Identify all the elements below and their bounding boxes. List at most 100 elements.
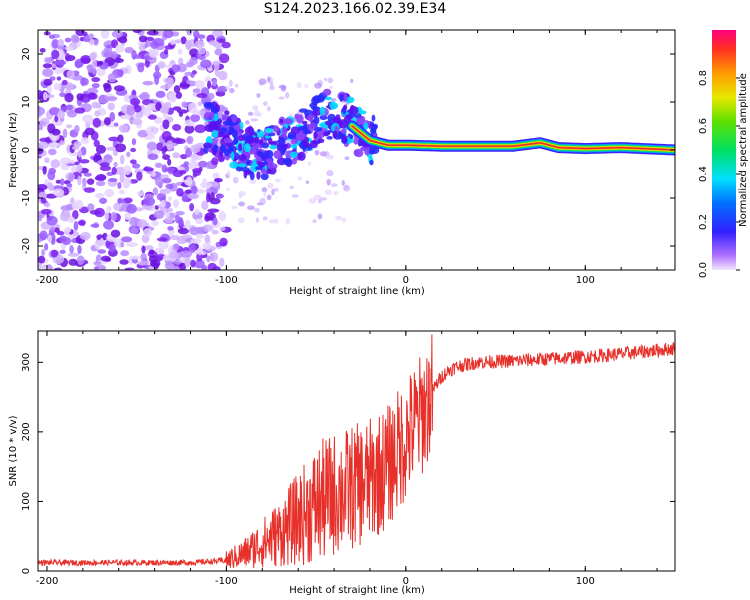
spectrogram-ridge-blob xyxy=(326,135,333,140)
spectrogram-ridge-blob xyxy=(267,132,276,137)
spectrogram-noise-blob xyxy=(38,191,47,199)
spectrogram-noise-blob xyxy=(140,252,147,262)
colorbar-tick-label: 0.8 xyxy=(698,70,709,86)
spectrogram-noise-blob xyxy=(46,215,58,226)
spectrogram-ridge-blob xyxy=(244,143,251,153)
spectrogram-noise-blob xyxy=(91,82,100,89)
spectrogram-noise-blob xyxy=(103,84,112,93)
spectrogram-noise-blob xyxy=(159,188,172,195)
spectrogram-ridge-blob xyxy=(325,120,331,126)
spectrogram-noise-blob xyxy=(178,262,187,270)
spectrogram-noise-blob xyxy=(156,237,168,242)
spectrogram-noise-blob xyxy=(59,249,66,254)
spectrogram-noise-blob xyxy=(57,45,66,51)
spectrogram-noise-blob xyxy=(195,218,204,225)
spectrogram-noise-blob xyxy=(89,38,95,46)
spectrogram-noise-blob xyxy=(82,177,87,187)
spectrogram-noise-blob xyxy=(119,114,131,120)
spectrogram-noise-blob xyxy=(262,216,268,221)
spectrogram-ridge-blob xyxy=(244,126,255,136)
spectrogram-ridge-blob xyxy=(345,96,355,104)
spectrogram-ridge-blob xyxy=(264,127,274,134)
spectrogram-ytick-label: 10 xyxy=(21,96,32,109)
spectrogram-noise-blob xyxy=(47,123,56,134)
spectrogram-noise-blob xyxy=(164,217,174,224)
spectrogram-noise-blob xyxy=(84,127,95,136)
spectrogram-noise-blob xyxy=(133,54,143,59)
spectrogram-noise-blob xyxy=(131,227,139,234)
spectrogram-noise-blob xyxy=(118,124,129,133)
spectrogram-noise-blob xyxy=(143,107,152,117)
spectrogram-noise-blob xyxy=(65,82,74,91)
spectrogram-noise-blob xyxy=(145,125,158,136)
spectrogram-noise-blob xyxy=(104,212,110,221)
spectrogram-noise-blob xyxy=(204,212,216,221)
spectrogram-ridge-blob xyxy=(231,114,237,124)
spectrogram-noise-blob xyxy=(137,190,144,197)
colorbar-tick-label: 0.4 xyxy=(698,166,709,182)
spectrogram-noise-blob xyxy=(66,109,78,118)
spectrogram-ridge-blob xyxy=(265,168,272,174)
spectrogram-ridge-blob xyxy=(295,132,305,141)
snr-frame xyxy=(37,330,676,572)
spectrogram-noise-blob xyxy=(138,35,148,43)
spectrogram-noise-blob xyxy=(68,216,75,224)
spectrogram-noise-blob xyxy=(44,157,50,164)
spectrogram-noise-blob xyxy=(350,78,354,84)
spectrogram-noise-blob xyxy=(93,39,99,46)
spectrogram-ylabel: Frequency (Hz) xyxy=(8,112,19,188)
spectrogram-noise-blob xyxy=(126,151,131,158)
spectrogram-ridge-blob xyxy=(256,161,266,168)
spectrogram-noise-blob xyxy=(68,172,74,183)
spectrogram-noise-blob xyxy=(172,169,184,178)
spectrogram-noise-blob xyxy=(103,117,112,126)
spectrogram-noise-blob xyxy=(50,249,59,258)
spectrogram-noise-blob xyxy=(343,185,349,190)
snr-ytick-label: 100 xyxy=(21,492,32,511)
spectrogram-ridge-blob xyxy=(271,163,278,169)
spectrogram-noise-blob xyxy=(113,122,119,127)
spectrogram-noise-blob xyxy=(138,93,148,99)
spectrogram-noise-blob xyxy=(114,143,127,153)
spectrogram-noise-blob xyxy=(64,92,74,103)
spectrogram-noise-blob xyxy=(157,61,166,69)
spectrogram-noise-blob xyxy=(113,161,118,167)
spectrogram-ridge-blob xyxy=(369,159,374,166)
spectrogram-noise-blob xyxy=(53,83,62,91)
spectrogram-noise-blob xyxy=(327,77,334,84)
spectrogram-ridge-blob xyxy=(238,143,243,152)
spectrogram-noise-blob xyxy=(38,261,42,270)
spectrogram-noise-blob xyxy=(98,60,104,66)
spectrogram-ytick-label: 0 xyxy=(21,147,32,153)
spectrogram-noise-blob xyxy=(99,162,110,168)
spectrogram-noise-blob xyxy=(178,217,184,227)
spectrogram-noise-blob xyxy=(142,167,155,172)
spectrogram-noise-blob xyxy=(143,228,152,237)
spectrogram-noise-blob xyxy=(44,243,49,251)
spectrogram-ridge-blob xyxy=(302,123,308,133)
spectrogram-noise-blob xyxy=(211,30,224,37)
spectrogram-ridge-blob xyxy=(230,151,235,161)
spectrogram-noise-blob xyxy=(297,176,302,181)
spectrogram-ridge-blob xyxy=(261,142,270,149)
snr-ticks: -200 -100 0 100 0 100 200 300 xyxy=(21,331,675,587)
spectrogram-noise-blob xyxy=(61,79,68,86)
spectrogram-noise-blob xyxy=(68,151,80,156)
spectrogram-xlabel: Height of straight line (km) xyxy=(289,286,425,297)
spectrogram-noise-blob xyxy=(119,259,129,265)
spectrogram-noise-blob xyxy=(80,77,89,86)
spectrogram-xtick-label: 100 xyxy=(576,275,595,286)
spectrogram-noise-blob xyxy=(101,255,111,262)
spectrogram-ridge-blob xyxy=(282,157,292,166)
spectrogram-noise-blob xyxy=(335,215,343,221)
spectrogram-ridge-blob xyxy=(265,150,274,159)
colorbar: 0.0 0.2 0.4 0.6 0.8 Normalized spectral ampl… xyxy=(698,30,749,278)
spectrogram-noise-blob xyxy=(98,94,110,104)
spectrogram-noise-blob xyxy=(206,255,211,263)
spectrogram-ridge-blob xyxy=(325,96,332,101)
spectrogram-noise-blob xyxy=(106,146,117,151)
spectrogram-ridge-blob xyxy=(353,137,359,145)
spectrogram-noise-blob xyxy=(197,34,206,39)
spectrogram-noise-blob xyxy=(120,250,130,257)
spectrogram-ridge-blob xyxy=(219,144,227,153)
